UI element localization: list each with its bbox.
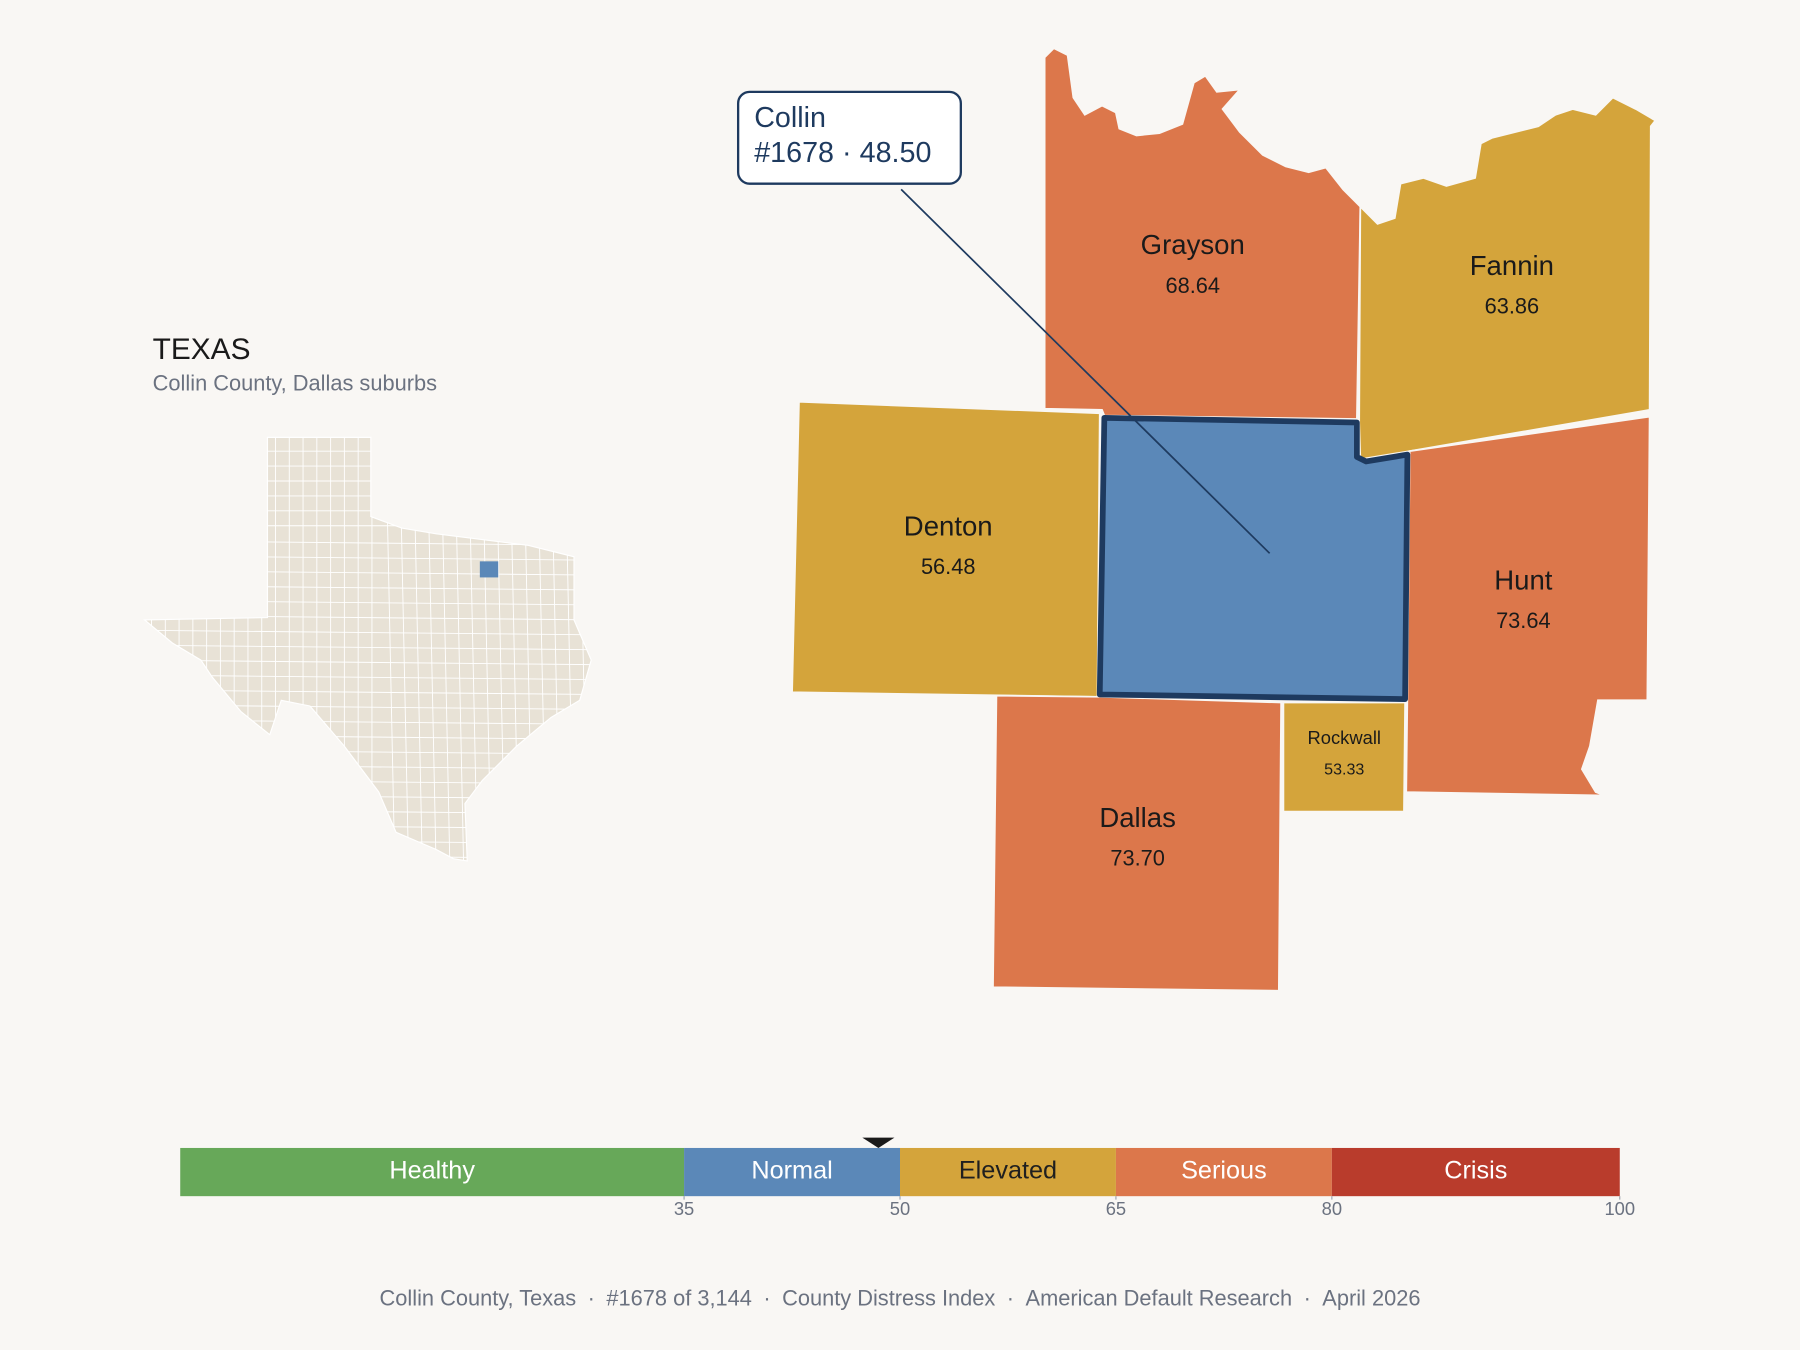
distress-scale: Healthy Normal Elevated Serious Crisis 35 50 65…: [180, 1137, 1635, 1219]
county-name: Dallas: [1099, 802, 1176, 833]
scale-band-label: Healthy: [389, 1157, 475, 1185]
inset-subtitle: Collin County, Dallas suburbs: [153, 370, 437, 395]
footer-separator: ·: [1304, 1285, 1311, 1310]
scale-band-label: Crisis: [1444, 1157, 1507, 1185]
selected-county: [1096, 414, 1411, 702]
county: [1282, 701, 1406, 813]
scale-band-label: Serious: [1181, 1157, 1267, 1185]
grid-line-decor: [144, 808, 592, 815]
county-name: Grayson: [1141, 229, 1245, 260]
scale-marker: [862, 1137, 895, 1148]
grid-line-decor: [138, 869, 597, 874]
county-name: Rockwall: [1308, 727, 1381, 748]
scale-band: [900, 1147, 1116, 1197]
county-score: 53.33: [1324, 761, 1364, 779]
scale-tick-label: 100: [1604, 1198, 1635, 1219]
grid-line-decor: [144, 838, 592, 845]
scale-band: [1115, 1147, 1332, 1197]
callout-box: [736, 90, 962, 185]
texas-inset: TEXAS Collin County, Dallas suburbs: [138, 333, 601, 874]
footer-item: County Distress Index: [782, 1285, 995, 1310]
scale-band-label: Elevated: [959, 1157, 1057, 1185]
grid-line-decor: [144, 793, 592, 800]
county-name: Denton: [904, 510, 993, 541]
grid-line-decor: [144, 659, 592, 666]
footer-item: April 2026: [1322, 1285, 1420, 1310]
county-name: Hunt: [1494, 564, 1553, 595]
grid-line-decor: [144, 823, 592, 830]
grid-line-decor: [144, 644, 592, 651]
callout-separator: ·: [842, 136, 852, 168]
inset-title: TEXAS: [153, 333, 251, 366]
callout-rank: #1678: [754, 136, 834, 168]
grid-line-decor: [144, 779, 592, 785]
scale-band: [180, 1147, 685, 1197]
county: [791, 400, 1101, 698]
scale-band: [684, 1147, 900, 1197]
footer-item: Collin County, Texas: [380, 1285, 577, 1310]
footer-separator: ·: [763, 1285, 770, 1310]
footer-separator: ·: [588, 1285, 595, 1310]
inset-selected-county: [479, 561, 499, 578]
grid-line-decor: [144, 674, 592, 681]
county-score: 56.48: [921, 554, 976, 579]
county-score: 63.86: [1485, 293, 1540, 318]
county: [1358, 96, 1657, 461]
county: [1405, 415, 1651, 797]
callout-leader: [900, 188, 1271, 554]
footer-item: #1678 of 3,144: [606, 1285, 751, 1310]
grid-line-decor: [144, 853, 592, 860]
callout: Collin#1678 · 48.50: [736, 90, 1271, 554]
scale-band-label: Normal: [751, 1157, 832, 1185]
footer: Collin County, Texas · #1678 of 3,144 · Coun…: [380, 1285, 1421, 1310]
county-score: 73.64: [1496, 608, 1551, 633]
footer-item: American Default Research: [1026, 1285, 1293, 1310]
scale-tick-label: 80: [1322, 1198, 1342, 1219]
county-score: 73.70: [1110, 846, 1165, 871]
callout-score: 48.50: [860, 136, 932, 168]
scale-tick-label: 50: [890, 1198, 910, 1219]
callout-name: Collin: [754, 102, 826, 134]
grid-line-decor: [592, 436, 601, 872]
scale-tick-label: 65: [1106, 1198, 1126, 1219]
texas-outline: [143, 436, 592, 862]
callout-detail: #1678 · 48.50: [754, 136, 931, 168]
footer-separator: ·: [1007, 1285, 1014, 1310]
county: [1043, 47, 1362, 420]
scale-tick-label: 35: [674, 1198, 694, 1219]
county-name: Fannin: [1470, 250, 1554, 281]
county-map: Grayson 68.64 Fannin 63.86 Denton 56.48 Hunt 73…: [791, 47, 1657, 992]
county-score: 68.64: [1165, 273, 1220, 298]
scale-band: [1331, 1147, 1620, 1197]
grid-line-decor: [144, 629, 592, 636]
county: [992, 694, 1282, 992]
